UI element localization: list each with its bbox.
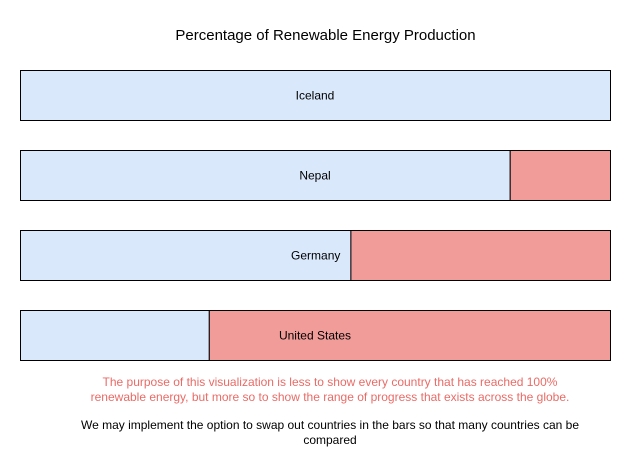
bar-segment-nepal-1 <box>20 150 511 201</box>
bar-label-nepal: Nepal <box>299 169 330 183</box>
bar-label-iceland: Iceland <box>296 89 335 103</box>
swap-note: We may implement the option to swap out … <box>80 418 580 447</box>
bar-segment-nepal-2 <box>509 150 612 201</box>
purpose-note: The purpose of this visualization is les… <box>90 375 570 404</box>
bar-segment-united-states-2 <box>208 310 612 361</box>
bar-segment-germany-1 <box>20 230 352 281</box>
bar-label-united-states: United States <box>279 329 351 343</box>
chart-title: Percentage of Renewable Energy Productio… <box>175 27 476 44</box>
bar-segment-united-states-1 <box>20 310 210 361</box>
bar-segment-germany-2 <box>350 230 611 281</box>
bar-label-germany: Germany <box>291 249 340 263</box>
bar-segment-iceland-1 <box>20 70 611 121</box>
